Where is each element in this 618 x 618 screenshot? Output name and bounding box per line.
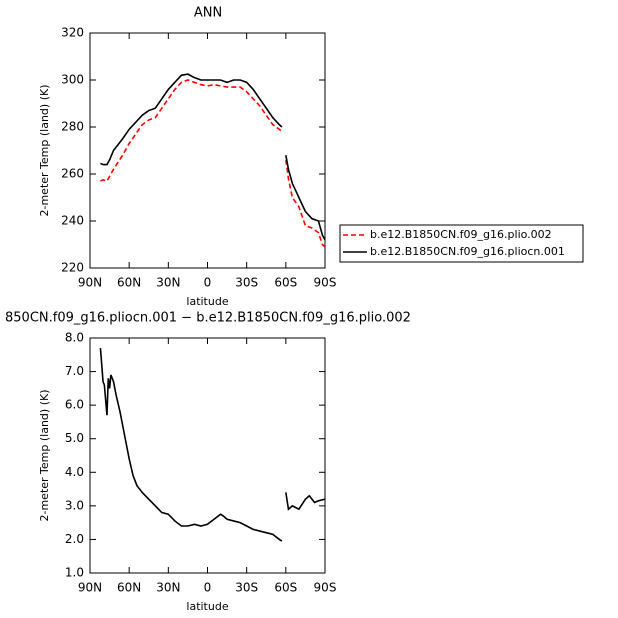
- y-tick-label: 7.0: [65, 364, 84, 378]
- y-tick-label: 2.0: [65, 532, 84, 546]
- x-tick-label: 30S: [235, 276, 258, 290]
- y-tick-label: 300: [61, 73, 84, 87]
- y-tick-label: 240: [61, 214, 84, 228]
- plot-frame: [89, 337, 326, 574]
- x-tick-label: 0: [204, 276, 212, 290]
- y-tick-label: 6.0: [65, 398, 84, 412]
- y-axis-label: 2-meter Temp (land) (K): [38, 85, 51, 217]
- x-axis-label: latitude: [186, 600, 228, 613]
- y-tick-label: 8.0: [65, 331, 84, 345]
- x-tick-label: 60N: [117, 276, 141, 290]
- chart-title: ANN: [194, 6, 222, 21]
- data-line: [100, 79, 326, 248]
- data-line: [100, 73, 326, 241]
- data-line: [99, 348, 326, 542]
- y-tick-label: 280: [61, 120, 84, 134]
- y-tick-label: 3.0: [65, 498, 84, 512]
- x-tick-label: 60S: [274, 276, 297, 290]
- y-axis-label: 2-meter Temp (land) (K): [38, 390, 51, 522]
- y-tick-label: 260: [61, 167, 84, 181]
- x-tick-label: 90N: [78, 581, 102, 595]
- x-tick-label: 60S: [274, 581, 297, 595]
- x-tick-label: 90S: [314, 581, 337, 595]
- y-tick-label: 220: [61, 261, 84, 275]
- legend-box: [339, 224, 584, 263]
- x-tick-label: 30N: [156, 276, 180, 290]
- x-tick-label: 60N: [117, 581, 141, 595]
- legend-label: b.e12.B1850CN.f09_g16.pliocn.001: [370, 245, 565, 258]
- legend-label: b.e12.B1850CN.f09_g16.plio.002: [370, 228, 552, 241]
- y-tick-label: 320: [61, 26, 84, 40]
- x-tick-label: 90N: [78, 276, 102, 290]
- x-tick-label: 90S: [314, 276, 337, 290]
- chart-title: 850CN.f09_g16.pliocn.001 − b.e12.B1850CN…: [5, 311, 411, 326]
- y-tick-label: 5.0: [65, 431, 84, 445]
- x-tick-label: 30N: [156, 581, 180, 595]
- y-tick-label: 1.0: [65, 566, 84, 580]
- x-axis-label: latitude: [186, 295, 228, 308]
- x-tick-label: 30S: [235, 581, 258, 595]
- x-tick-label: 0: [204, 581, 212, 595]
- y-tick-label: 4.0: [65, 465, 84, 479]
